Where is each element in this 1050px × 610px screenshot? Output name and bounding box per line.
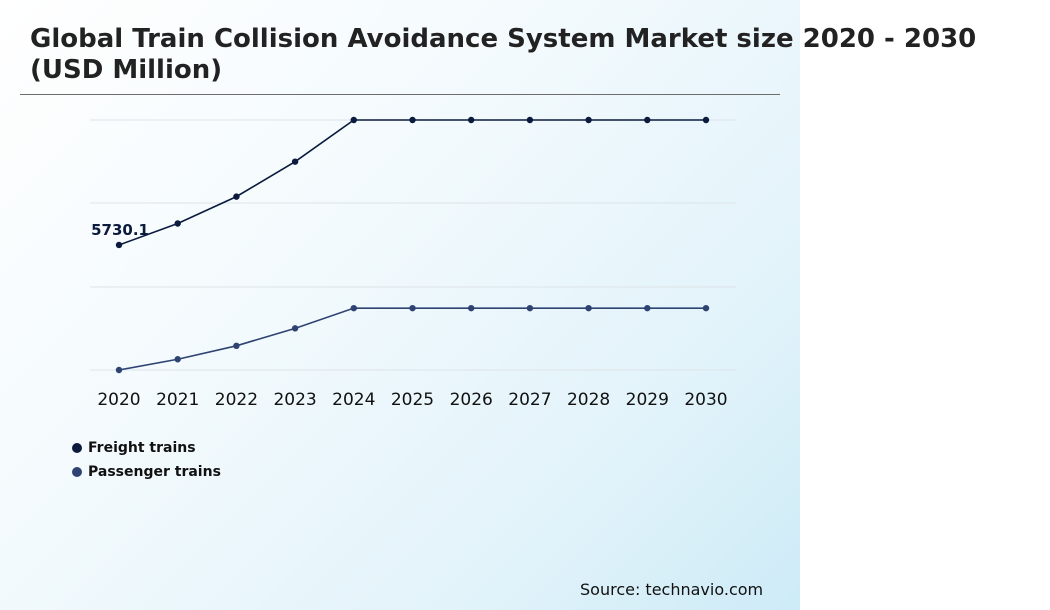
data-point-1-2027 — [526, 304, 534, 312]
chart-background-panel — [0, 0, 800, 610]
data-point-0-2028 — [585, 116, 592, 124]
data-point-1-2021 — [174, 356, 181, 363]
x-axis: 2020 2021 2022 2023 2024 2025 2026 2027 2028 2029… — [97, 390, 727, 410]
legend-label-0: Freight trains — [88, 440, 196, 456]
series-0 — [115, 116, 710, 249]
x-tick-label-2022: 2022 — [215, 390, 258, 410]
legend-item-1: Passenger trains — [72, 460, 221, 484]
data-labels: 5730.1 — [91, 221, 149, 239]
series-line-0 — [118, 119, 706, 246]
x-tick-label-2028: 2028 — [567, 390, 610, 410]
data-point-1-2026 — [468, 304, 475, 312]
data-point-1-2025 — [409, 304, 416, 312]
data-point-0-2025 — [409, 116, 416, 124]
x-tick-label-2027: 2027 — [508, 390, 551, 410]
gridlines — [90, 119, 736, 371]
data-point-1-2022 — [233, 342, 240, 350]
data-point-1-2028 — [585, 304, 592, 312]
series-layer — [115, 116, 710, 374]
data-point-0-2022 — [233, 193, 240, 200]
series-line-1 — [118, 307, 706, 371]
data-point-1-2029 — [644, 304, 651, 312]
data-point-1-2023 — [291, 325, 299, 332]
x-tick-label-2025: 2025 — [391, 390, 434, 410]
data-label-0: 5730.1 — [91, 221, 149, 239]
data-point-0-2026 — [468, 116, 475, 124]
data-point-0-2024 — [350, 116, 357, 124]
x-tick-label-2020: 2020 — [97, 390, 140, 410]
title-divider — [20, 94, 780, 95]
x-tick-label-2024: 2024 — [332, 390, 375, 410]
x-tick-label-2021: 2021 — [156, 390, 199, 410]
data-point-0-2029 — [644, 116, 651, 124]
legend-marker-0 — [72, 443, 82, 453]
data-point-1-2030 — [702, 304, 710, 312]
x-tick-label-2029: 2029 — [626, 390, 669, 410]
data-point-0-2027 — [526, 116, 534, 124]
data-point-0-2023 — [291, 158, 299, 165]
data-point-0-2021 — [174, 220, 181, 227]
data-point-1-2024 — [350, 304, 357, 312]
data-point-0-2020 — [115, 241, 123, 249]
legend-item-0: Freight trains — [72, 436, 221, 460]
chart-title: Global Train Collision Avoidance System … — [30, 24, 977, 85]
x-tick-label-2023: 2023 — [273, 390, 316, 410]
x-tick-label-2026: 2026 — [450, 390, 493, 410]
chart-legend: Freight trains Passenger trains — [72, 436, 221, 484]
legend-label-1: Passenger trains — [88, 464, 221, 480]
line-chart: 5730.1 2020 2021 2022 2023 2024 2025 2026 2027 2… — [90, 116, 736, 410]
data-point-1-2020 — [115, 366, 123, 374]
series-1 — [115, 304, 710, 374]
data-point-0-2030 — [702, 116, 710, 124]
legend-marker-1 — [72, 467, 82, 477]
x-tick-label-2030: 2030 — [684, 390, 727, 410]
source-credit: Source: technavio.com — [580, 580, 764, 599]
